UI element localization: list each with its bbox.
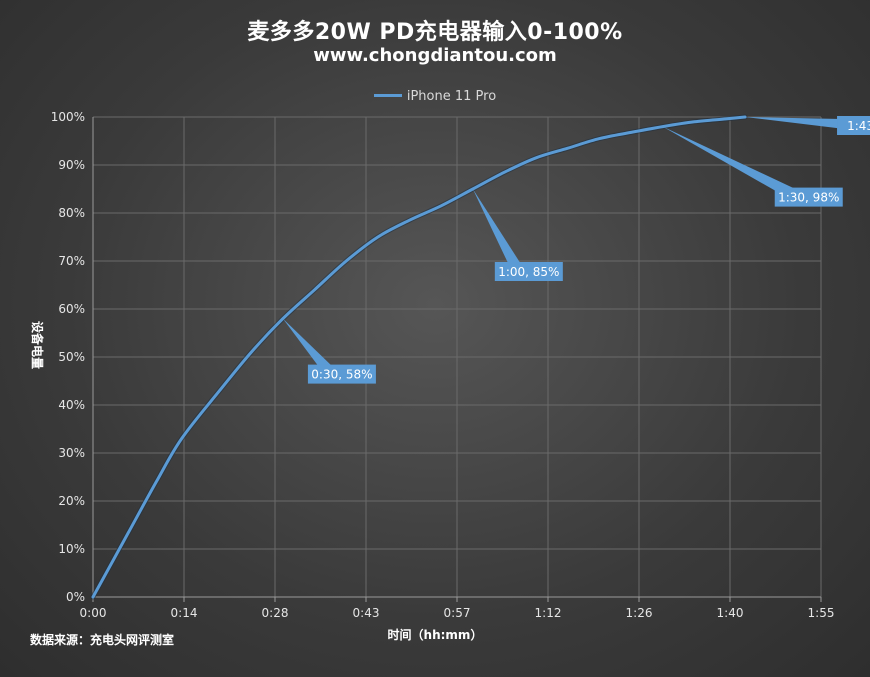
x-axis-title: 时间（hh:mm） [388,627,483,642]
data-label: 1:30, 98% [778,191,839,205]
x-tick-label: 1:55 [808,606,835,620]
callout-pointer [662,126,802,203]
x-tick-label: 0:43 [353,606,380,620]
y-tick-label: 0% [66,590,85,604]
callout-box [774,187,843,207]
y-axis-title: 设备电量 [30,321,45,369]
x-tick-label: 1:26 [626,606,653,620]
data-source: 数据来源：充电头网评测室 [30,633,175,647]
y-tick-label: 70% [58,254,85,268]
x-tick-label: 1:40 [717,606,744,620]
chart-title: 麦多多20W PD充电器输入0-100% [247,20,623,45]
x-tick-label: 1:12 [535,606,562,620]
data-label: 1:43，100 [847,119,870,133]
callout-pointer [282,318,337,379]
series-layer [90,114,748,600]
data-label: 1:00, 85% [498,265,559,279]
y-tick-label: 60% [58,302,85,316]
grid [92,116,822,597]
y-tick-label: 50% [58,350,85,364]
y-tick-label: 80% [58,206,85,220]
legend: iPhone 11 Pro [0,89,870,104]
legend-label: iPhone 11 Pro [406,89,497,104]
y-tick-label: 40% [58,398,85,412]
y-tick-label: 10% [58,542,85,556]
x-tick-label: 0:57 [444,606,471,620]
x-tick-label: 0:28 [262,606,289,620]
callout-box [837,116,870,135]
y-tick-label: 100% [51,110,85,124]
legend-swatch [373,94,402,97]
axes [92,117,822,602]
callout-pointer [472,189,524,275]
x-tick-label: 0:14 [171,606,198,620]
tick-labels: 0% 10% 20% 30% 40% 50% 60% 70% 80% 90% 100% 0:00 0:1… [51,110,835,620]
callout-pointer [745,117,867,132]
callout-box [307,364,376,384]
y-tick-label: 20% [58,494,85,508]
callout-box [494,262,563,281]
callouts: 0:30, 58% 1:00, 85% 1:30, 98% 1:43，100 [282,116,870,384]
y-tick-label: 90% [58,158,85,172]
data-label: 0:30, 58% [311,368,372,382]
x-tick-label: 0:00 [80,606,107,620]
series-line [91,115,747,599]
y-tick-label: 30% [58,446,85,460]
chart-subtitle: www.chongdiantou.com [313,45,557,66]
